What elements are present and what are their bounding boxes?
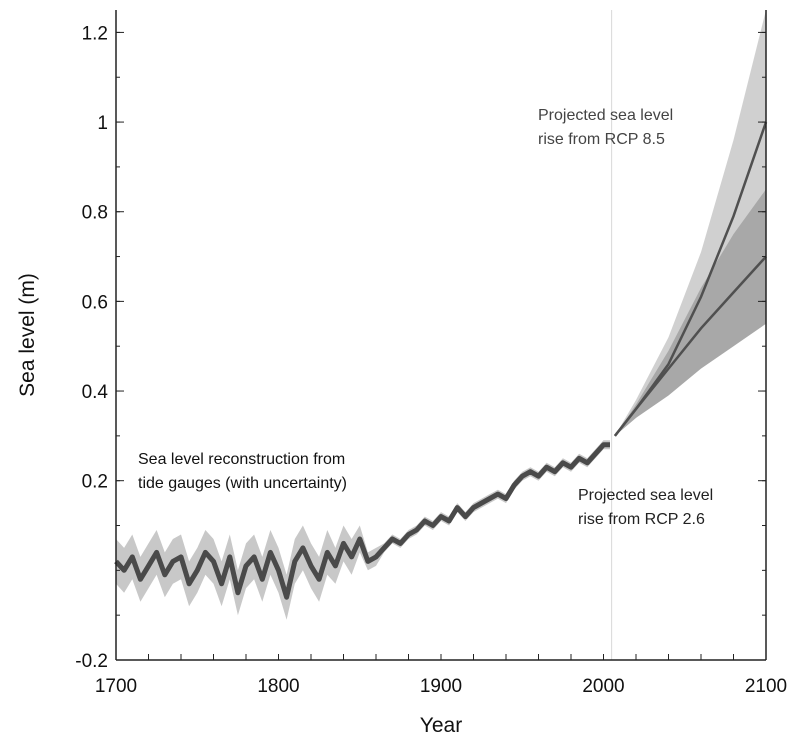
y-tick-label: 0.8 bbox=[82, 203, 108, 224]
rcp26-projection-line bbox=[613, 255, 767, 437]
rcp26-annotation-line: rise from RCP 2.6 bbox=[578, 511, 705, 528]
y-axis-title: Sea level (m) bbox=[16, 273, 39, 397]
rcp85-annotation-line: Projected sea level bbox=[538, 107, 673, 124]
y-tick-label: 1.2 bbox=[82, 23, 108, 44]
y-tick-label: 0.2 bbox=[82, 472, 108, 493]
x-tick-label: 2100 bbox=[745, 676, 787, 697]
annotations: Sea level reconstruction from tide gauges… bbox=[138, 107, 713, 528]
x-tick-label: 1800 bbox=[257, 676, 299, 697]
rcp26-annotation-line: Projected sea level bbox=[578, 487, 713, 504]
uncertainty-bands bbox=[116, 10, 766, 620]
y-tick-label: 0.4 bbox=[82, 382, 109, 403]
reconstruction-annotation-line: tide gauges (with uncertainty) bbox=[138, 475, 347, 492]
series-lines bbox=[114, 121, 768, 600]
x-tick-label: 1700 bbox=[95, 676, 137, 697]
x-tick-label: 1900 bbox=[420, 676, 462, 697]
y-tick-label: 1 bbox=[97, 113, 108, 134]
reconstruction-uncertainty-band bbox=[116, 440, 610, 620]
rcp85-annotation-line: rise from RCP 8.5 bbox=[538, 131, 665, 148]
y-tick-label: -0.2 bbox=[75, 651, 108, 672]
x-tick-label: 2000 bbox=[582, 676, 624, 697]
tick-labels: -0.2 0.2 0.4 0.6 0.8 1 1.2 1700 1800 1900 2000 2100 bbox=[75, 23, 787, 697]
reconstruction-annotation-line: Sea level reconstruction from bbox=[138, 451, 345, 468]
x-axis-title: Year bbox=[420, 714, 462, 737]
axes bbox=[115, 10, 767, 661]
reconstruction-line bbox=[114, 442, 610, 600]
rcp85-uncertainty-band bbox=[614, 10, 766, 436]
rcp26-uncertainty-band bbox=[614, 189, 766, 436]
y-tick-label: 0.6 bbox=[82, 292, 108, 313]
